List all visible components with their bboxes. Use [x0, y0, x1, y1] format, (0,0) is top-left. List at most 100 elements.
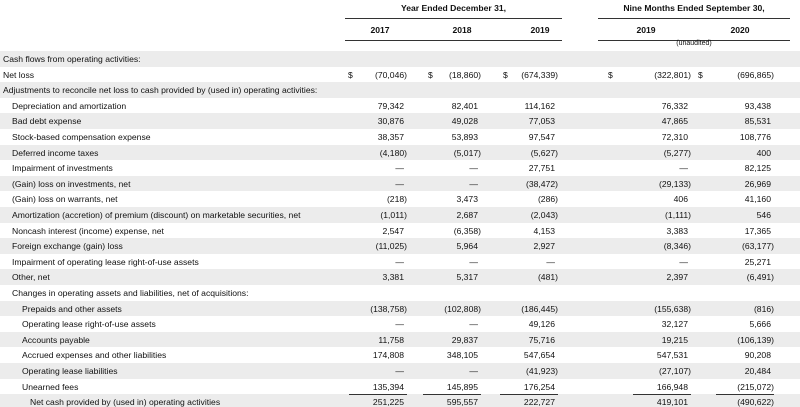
cell-value: 546: [756, 210, 771, 220]
cell-value: 53,893: [451, 132, 478, 142]
cell-value: (41,923): [525, 366, 558, 376]
cell-value: 176,254: [523, 381, 555, 392]
cell-value: (286): [537, 194, 558, 205]
currency-symbol: $: [698, 69, 703, 80]
cell-value: 85,531: [744, 116, 771, 127]
cell-value: (4,180): [379, 147, 407, 158]
cell-value: (5,017): [453, 147, 481, 158]
row-label: Depreciation and amortization: [12, 100, 127, 111]
row-label: (Gain) loss on warrants, net: [12, 194, 118, 205]
cell-value: —: [469, 178, 478, 189]
cell-value: —: [679, 256, 688, 267]
year-header: 2019: [530, 25, 550, 35]
cell-value: (2,043): [530, 210, 558, 220]
cell-value: 406: [673, 194, 688, 205]
cell-value: (186,445): [521, 303, 558, 314]
cell-value: 547,531: [656, 350, 688, 361]
unaudited-note: (unaudited): [676, 40, 712, 47]
cell-value: (481): [537, 272, 558, 283]
cell-value: 17,365: [744, 225, 771, 236]
year-header: 2017: [370, 25, 390, 35]
cell-value: 251,225: [372, 397, 404, 407]
cell-value: 41,160: [744, 194, 771, 205]
cell-value: 76,332: [661, 100, 688, 111]
cell-value: —: [395, 178, 404, 189]
cell-value: —: [395, 163, 404, 174]
cell-value: 5,317: [456, 272, 478, 283]
row-label: Operating lease right-of-use assets: [22, 319, 156, 330]
cell-value: (70,046): [374, 69, 407, 80]
cell-value: —: [395, 256, 404, 267]
cell-value: 20,484: [744, 366, 771, 376]
total-rule: [423, 394, 481, 396]
table-row: [0, 144, 800, 161]
cell-value: 400: [756, 147, 771, 158]
cell-value: 25,271: [744, 256, 771, 267]
cell-value: 11,758: [378, 334, 404, 345]
table-row: [0, 300, 800, 317]
cell-value: 19,215: [661, 334, 688, 345]
cell-value: 30,876: [377, 116, 404, 127]
total-rule: [349, 394, 407, 396]
row-label: Adjustments to reconcile net loss to cas…: [3, 85, 318, 96]
cell-value: (11,025): [375, 241, 407, 252]
cell-value: 595,557: [446, 397, 478, 407]
cell-value: 49,028: [451, 116, 478, 127]
row-label: Net cash provided by (used in) operating…: [30, 397, 221, 407]
cell-value: (5,627): [530, 147, 558, 158]
table-row: [0, 207, 800, 223]
cell-value: (63,177): [741, 241, 774, 252]
table-row: [0, 82, 800, 98]
cell-value: 3,383: [666, 225, 688, 236]
cell-value: 2,397: [666, 272, 688, 283]
row-label: Foreign exchange (gain) loss: [12, 241, 123, 252]
cell-value: 108,776: [739, 132, 771, 142]
cell-value: (8,346): [663, 241, 691, 252]
year-header: 2020: [730, 25, 750, 35]
header-rule: [345, 18, 562, 19]
header-rule: [598, 18, 790, 19]
row-label: Stock-based compensation expense: [12, 132, 151, 142]
cell-value: 4,153: [533, 225, 555, 236]
cell-value: 72,310: [661, 132, 688, 142]
cell-value: 5,964: [456, 241, 478, 252]
table-row: [0, 175, 800, 192]
cell-value: 97,547: [528, 132, 555, 142]
row-label: Net loss: [3, 69, 35, 80]
header-rule: [598, 40, 790, 41]
row-label: Accrued expenses and other liabilities: [22, 350, 167, 361]
cell-value: 27,751: [528, 163, 555, 174]
cell-value: 32,127: [661, 319, 688, 330]
row-label: Other, net: [12, 272, 50, 283]
total-rule: [716, 394, 774, 396]
row-label: Deferred income taxes: [12, 147, 99, 158]
header-rule: [345, 40, 562, 41]
cell-value: 135,394: [372, 381, 404, 392]
cell-value: (106,139): [737, 334, 774, 345]
cell-value: 419,101: [656, 397, 688, 407]
cell-value: 2,687: [456, 210, 478, 220]
cell-value: (102,808): [444, 303, 481, 314]
cell-value: 348,105: [446, 350, 478, 361]
currency-symbol: $: [503, 69, 508, 80]
cell-value: (674,339): [521, 69, 558, 80]
row-label: Impairment of investments: [12, 163, 113, 174]
row-label: Operating lease liabilities: [22, 366, 118, 376]
row-label: Changes in operating assets and liabilit…: [12, 288, 249, 298]
cell-value: (38,472): [525, 178, 558, 189]
cell-value: (1,111): [665, 210, 691, 220]
cell-value: 75,716: [528, 334, 555, 345]
cell-value: (215,072): [737, 381, 774, 392]
cell-value: (322,801): [654, 69, 691, 80]
cell-value: 2,547: [382, 225, 404, 236]
cell-value: —: [679, 163, 688, 174]
cell-value: 166,948: [656, 381, 688, 392]
cell-value: (138,758): [370, 303, 407, 314]
table-row: [0, 394, 800, 407]
cell-value: 114,162: [524, 100, 555, 111]
cell-value: (5,277): [663, 147, 691, 158]
row-label: Noncash interest (income) expense, net: [12, 225, 164, 236]
cell-value: —: [469, 256, 478, 267]
table-row: [0, 238, 800, 254]
cell-value: 47,865: [661, 116, 688, 127]
